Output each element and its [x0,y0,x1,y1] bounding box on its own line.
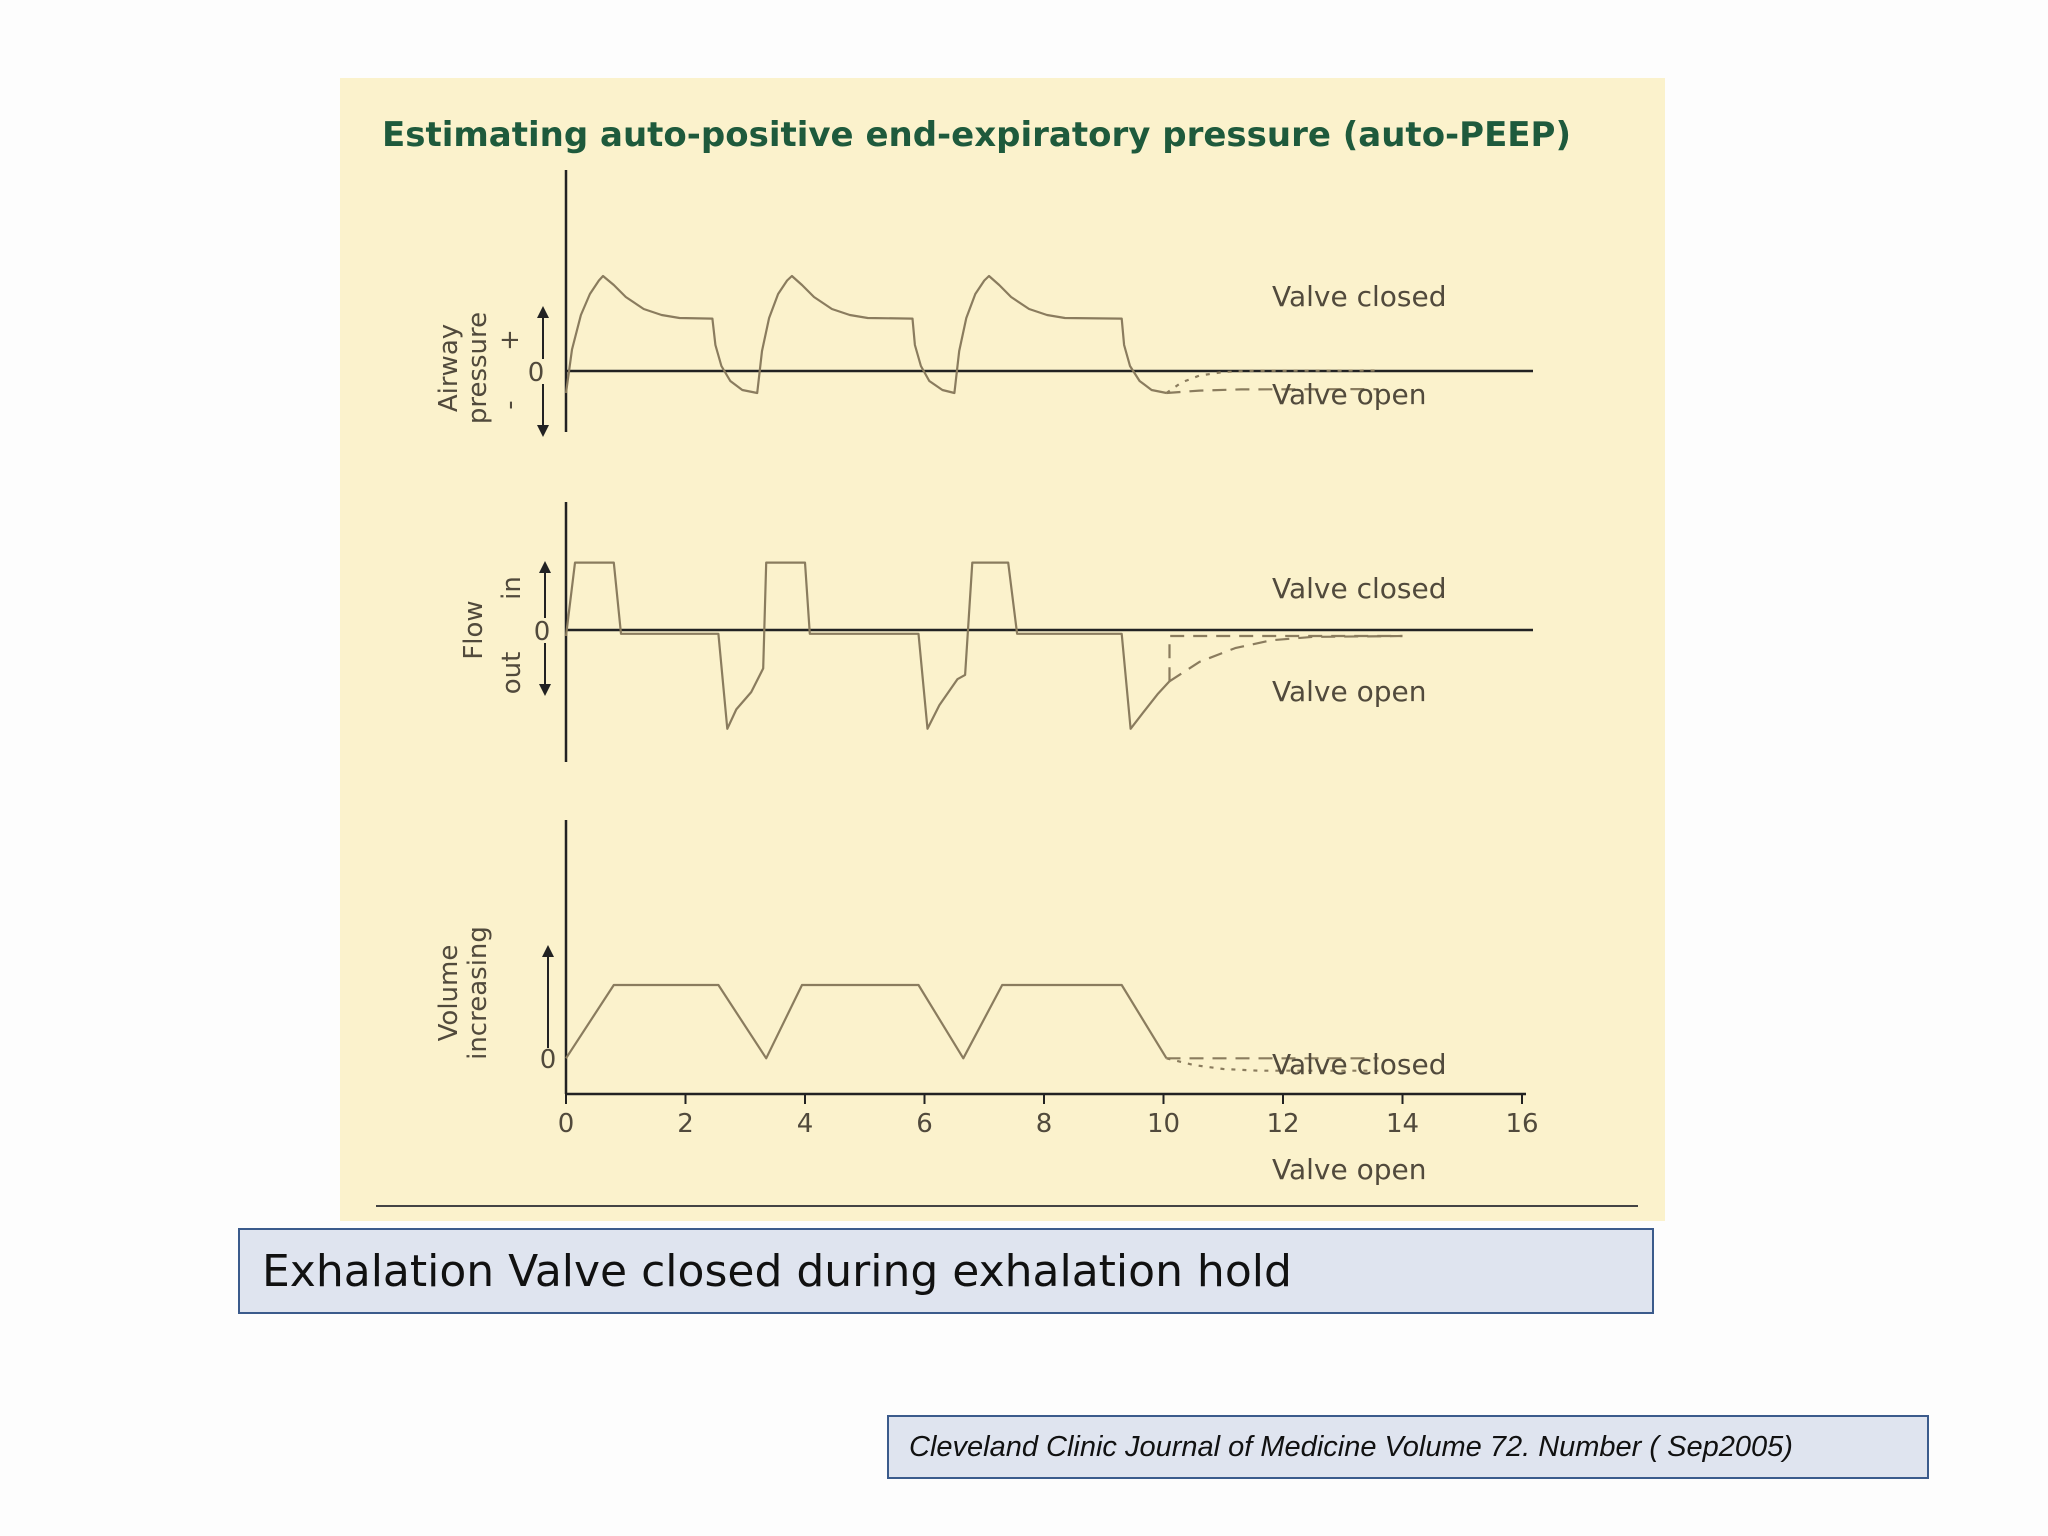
annotation-layer: Valve closed Valve open Valve closed Valve … [1272,280,1447,1186]
x-tick-label-2: 2 [677,1109,694,1139]
pressure-annotation-valve-closed: Valve closed [1272,280,1447,313]
chart-title: Estimating auto-positive end-expiratory … [382,115,1571,155]
pressure-series-main [564,274,1167,395]
caption-text: Exhalation Valve closed during exhalatio… [262,1245,1292,1297]
x-tick-label-8: 8 [1036,1109,1053,1139]
flow-ylabel: Flow [459,600,489,659]
x-tick-label-16: 16 [1505,1109,1538,1139]
flow-annotation-valve-open: Valve open [1272,675,1427,708]
volume-ylabel-line2: increasing [463,926,493,1060]
pressure-minus-label: - [495,400,525,409]
volume-series-main [565,983,1168,1060]
citation-box: Cleveland Clinic Journal of Medicine Vol… [887,1415,1929,1479]
x-tick-label-14: 14 [1386,1109,1419,1139]
pressure-ylabel-line2: pressure [463,312,493,424]
volume-annotation-valve-open: Valve open [1272,1153,1427,1186]
flow-in-label: in [497,576,527,600]
flow-annotation-valve-closed: Valve closed [1272,572,1447,605]
flow-series-main [564,561,1171,730]
volume-panel: Volume increasing 0 0 2 4 6 8 10 12 14 16 [434,820,1539,1139]
flow-out-label: out [497,652,527,695]
volume-series-valve-open [1166,1057,1379,1072]
volume-ylabel-line1: Volume [434,945,464,1042]
volume-x-ticks: 0 2 4 6 8 10 12 14 16 [558,1094,1539,1139]
x-tick-label-6: 6 [916,1109,933,1139]
chart-svg: Estimating auto-positive end-expiratory … [376,115,1638,1207]
pressure-series-valve-open [1166,388,1379,395]
flow-series-valve-open [1168,634,1403,683]
flow-panel: Flow in 0 out [459,502,1533,762]
chart-figure: Estimating auto-positive end-expiratory … [340,78,1665,1221]
x-tick-label-0: 0 [558,1109,575,1139]
flow-zero-label: 0 [534,617,551,647]
x-tick-label-12: 12 [1266,1109,1299,1139]
pressure-ylabel-line1: Airway [434,324,464,412]
pressure-up-arrow [537,306,549,359]
pressure-zero-label: 0 [528,358,545,388]
pressure-series-valve-closed [1165,369,1379,394]
x-tick-label-10: 10 [1147,1109,1180,1139]
pressure-down-arrow [537,384,549,437]
flow-in-arrow [539,561,551,618]
flow-out-arrow [539,643,551,696]
pressure-panel: Airway pressure + 0 - [434,170,1533,437]
volume-zero-label: 0 [540,1045,557,1075]
x-tick-label-4: 4 [797,1109,814,1139]
volume-up-arrow [542,945,554,1048]
volume-annotation-valve-closed: Valve closed [1272,1048,1447,1081]
pressure-plus-label: + [495,329,525,351]
citation-text: Cleveland Clinic Journal of Medicine Vol… [909,1430,1793,1463]
series-layer [564,274,1403,1072]
caption-box: Exhalation Valve closed during exhalatio… [238,1228,1654,1314]
pressure-annotation-valve-open: Valve open [1272,378,1427,411]
